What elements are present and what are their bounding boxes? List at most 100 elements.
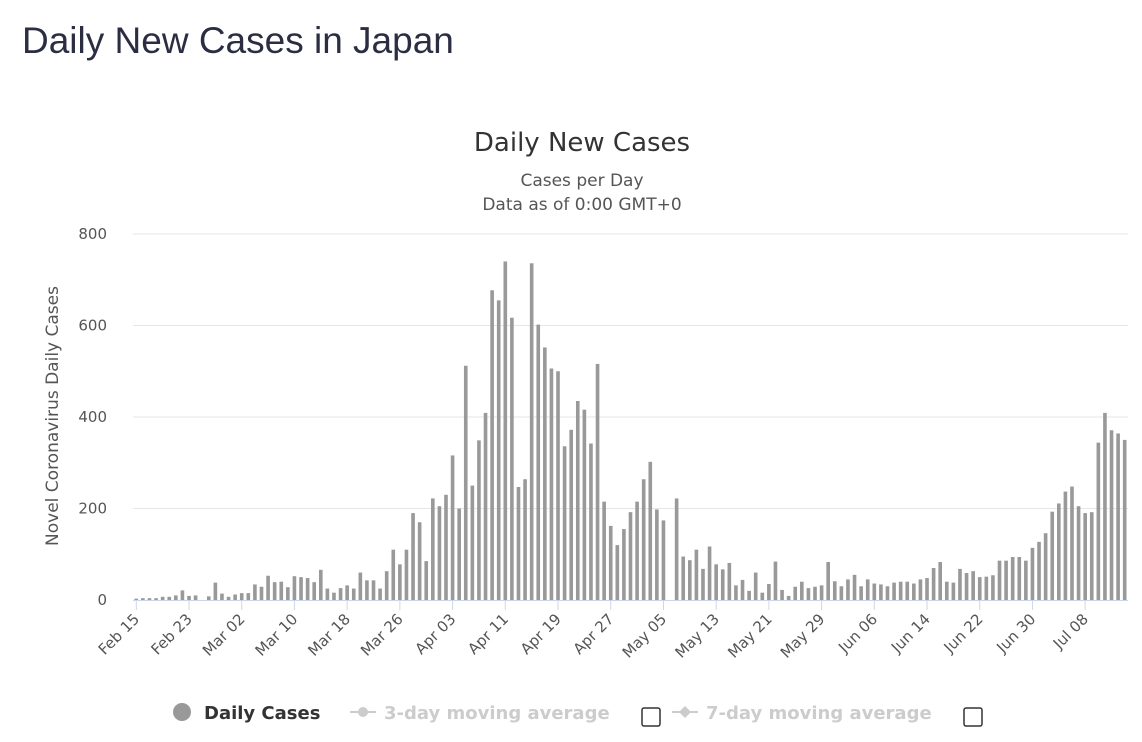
bar-series-daily-cases[interactable]: [134, 261, 1126, 600]
bar[interactable]: [556, 371, 560, 600]
bar[interactable]: [134, 599, 138, 600]
bar[interactable]: [747, 591, 751, 600]
bar[interactable]: [1097, 443, 1101, 600]
bar[interactable]: [833, 581, 837, 600]
bar[interactable]: [826, 562, 830, 600]
bar[interactable]: [457, 509, 461, 601]
bar[interactable]: [339, 588, 343, 600]
bar[interactable]: [550, 369, 554, 601]
bar[interactable]: [912, 584, 916, 600]
bar[interactable]: [681, 557, 685, 600]
bar[interactable]: [411, 513, 415, 600]
bar[interactable]: [866, 579, 870, 600]
bar[interactable]: [688, 560, 692, 600]
bar[interactable]: [345, 585, 349, 600]
bar[interactable]: [648, 462, 652, 600]
bar[interactable]: [1031, 548, 1035, 600]
bar[interactable]: [279, 582, 283, 600]
bar[interactable]: [602, 502, 606, 600]
bar[interactable]: [220, 594, 224, 600]
bar[interactable]: [286, 587, 290, 600]
bar[interactable]: [938, 562, 942, 600]
bar[interactable]: [675, 498, 679, 600]
bar[interactable]: [985, 577, 989, 600]
bar[interactable]: [1083, 513, 1087, 600]
bar[interactable]: [385, 571, 389, 600]
bar[interactable]: [161, 597, 165, 600]
bar[interactable]: [438, 506, 442, 600]
bar[interactable]: [859, 586, 863, 600]
bar[interactable]: [879, 584, 883, 600]
bar[interactable]: [299, 577, 303, 600]
bar[interactable]: [372, 580, 376, 600]
bar[interactable]: [945, 582, 949, 600]
bar[interactable]: [741, 580, 745, 600]
bar[interactable]: [899, 582, 903, 600]
bar[interactable]: [1004, 561, 1008, 600]
bar[interactable]: [1090, 512, 1094, 600]
bar[interactable]: [576, 401, 580, 600]
legend-checkbox-3-day[interactable]: [642, 708, 660, 726]
bar[interactable]: [523, 479, 527, 600]
bar[interactable]: [214, 583, 218, 600]
bar[interactable]: [451, 455, 455, 600]
bar[interactable]: [853, 575, 857, 600]
bar[interactable]: [312, 582, 316, 600]
bar[interactable]: [1077, 506, 1081, 600]
bar[interactable]: [477, 440, 481, 600]
bar[interactable]: [1037, 542, 1041, 600]
bar[interactable]: [998, 561, 1002, 600]
bar[interactable]: [820, 585, 824, 600]
bar[interactable]: [767, 584, 771, 600]
bar[interactable]: [247, 593, 251, 600]
legend-item-daily-cases[interactable]: Daily Cases: [173, 703, 320, 724]
bar[interactable]: [187, 596, 191, 600]
bar[interactable]: [635, 502, 639, 600]
bar[interactable]: [978, 577, 982, 600]
bar[interactable]: [958, 569, 962, 600]
bar[interactable]: [484, 413, 488, 600]
bar[interactable]: [728, 563, 732, 600]
bar[interactable]: [398, 564, 402, 600]
bar[interactable]: [892, 583, 896, 600]
bar[interactable]: [497, 300, 501, 600]
bar[interactable]: [471, 486, 475, 600]
bar[interactable]: [530, 263, 534, 600]
bar[interactable]: [991, 575, 995, 600]
bar[interactable]: [260, 587, 264, 600]
bar[interactable]: [1123, 440, 1127, 600]
bar[interactable]: [583, 410, 587, 600]
bar[interactable]: [1024, 561, 1028, 600]
bar[interactable]: [873, 584, 877, 600]
bar[interactable]: [141, 598, 145, 600]
bar[interactable]: [589, 444, 593, 600]
bar[interactable]: [352, 589, 356, 600]
legend-item-3-day-average[interactable]: 3-day moving average: [350, 703, 610, 724]
bar[interactable]: [774, 562, 778, 600]
bar[interactable]: [543, 347, 547, 600]
bar[interactable]: [754, 573, 758, 600]
bar[interactable]: [695, 550, 699, 600]
bar[interactable]: [971, 571, 975, 600]
bar[interactable]: [662, 520, 666, 600]
bar[interactable]: [629, 512, 633, 600]
bar[interactable]: [1017, 557, 1021, 600]
bar[interactable]: [760, 593, 764, 600]
bar[interactable]: [510, 318, 514, 600]
bar[interactable]: [563, 446, 567, 600]
bar[interactable]: [655, 509, 659, 600]
bar[interactable]: [886, 586, 890, 600]
bar[interactable]: [919, 579, 923, 600]
bar[interactable]: [326, 589, 330, 600]
bar[interactable]: [813, 587, 817, 600]
bar[interactable]: [148, 598, 152, 600]
bar[interactable]: [800, 582, 804, 600]
bar[interactable]: [293, 576, 297, 600]
bar[interactable]: [616, 545, 620, 600]
bar[interactable]: [1103, 413, 1107, 600]
bar[interactable]: [1116, 433, 1120, 600]
bar[interactable]: [194, 595, 198, 600]
bar[interactable]: [721, 569, 725, 600]
legend-checkbox-7-day[interactable]: [964, 708, 982, 726]
bar[interactable]: [1011, 557, 1015, 600]
